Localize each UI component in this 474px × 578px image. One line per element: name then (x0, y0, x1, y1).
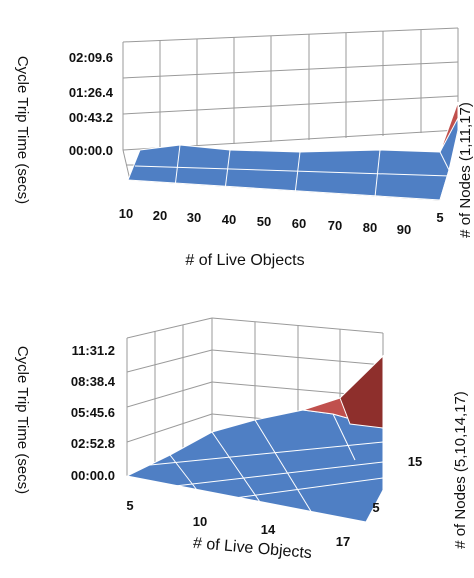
chart2-y-tick: 02:52.8 (71, 436, 115, 451)
chart2-surface (125, 354, 384, 523)
chart1-y-tick: 02:09.6 (69, 50, 113, 65)
chart2-y-axis-label: Cycle Trip Time (secs) (14, 346, 31, 494)
chart1-x-tick: 60 (292, 216, 306, 231)
chart1-y-tick: 00:43.2 (69, 110, 113, 125)
chart1-x-tick: 70 (328, 218, 342, 233)
chart-2: 11:31.2 08:38.4 05:45.6 02:52.8 00:00.0 … (14, 317, 469, 562)
chart2-y-tick: 11:31.2 (72, 343, 115, 358)
chart2-y-tick: 00:00.0 (71, 468, 115, 483)
chart1-y-tick: 01:26.4 (69, 85, 114, 100)
chart1-y-tick: 00:00.0 (69, 143, 113, 158)
chart2-y-tick: 08:38.4 (71, 374, 116, 389)
chart1-depth-tick: 5 (436, 210, 443, 225)
chart1-x-tick: 10 (119, 206, 133, 221)
chart2-x-axis-label: # of Live Objects (192, 535, 312, 562)
chart2-x-tick: 14 (261, 522, 276, 537)
chart1-x-tick: 50 (257, 214, 271, 229)
chart1-x-tick: 40 (222, 212, 236, 227)
chart2-x-tick: 5 (126, 498, 133, 513)
chart1-y-axis-label: Cycle Trip Time (secs) (14, 56, 31, 204)
chart2-x-tick: 10 (193, 514, 207, 529)
chart2-x-tick: 17 (336, 534, 350, 549)
chart1-x-tick: 30 (187, 210, 201, 225)
chart1-surface (127, 101, 459, 201)
chart1-depth-axis-label: # of Nodes (1,11,17) (457, 102, 474, 238)
chart2-y-tick: 05:45.6 (71, 405, 115, 420)
chart1-x-tick: 80 (363, 220, 377, 235)
chart1-x-tick: 90 (397, 222, 411, 237)
chart1-x-axis-label: # of Live Objects (185, 252, 304, 269)
chart2-depth-tick: 15 (408, 454, 422, 469)
chart2-depth-tick: 5 (372, 500, 379, 515)
chart-1: 02:09.6 01:26.4 00:43.2 00:00.0 10 20 30… (14, 27, 474, 269)
chart1-x-tick: 20 (153, 208, 167, 223)
chart2-depth-axis-label: # of Nodes (5,10,14,17) (452, 391, 469, 549)
